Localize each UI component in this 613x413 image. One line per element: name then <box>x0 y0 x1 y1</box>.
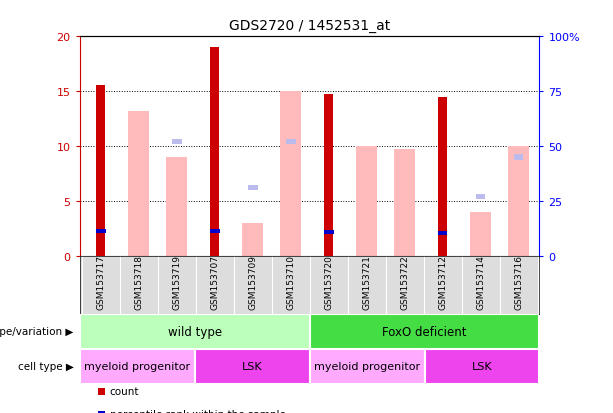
Text: myeloid progenitor: myeloid progenitor <box>314 361 420 372</box>
Bar <box>80 349 195 384</box>
Text: cell type ▶: cell type ▶ <box>18 361 74 372</box>
Text: FoxO deficient: FoxO deficient <box>383 325 466 338</box>
Bar <box>324 231 333 235</box>
Bar <box>96 85 105 256</box>
Text: count: count <box>110 387 139 396</box>
Bar <box>424 349 539 384</box>
Bar <box>96 230 105 234</box>
Bar <box>286 140 295 145</box>
Bar <box>172 140 181 145</box>
Bar <box>476 194 485 200</box>
Bar <box>80 314 310 349</box>
Bar <box>470 212 491 256</box>
Bar <box>210 48 219 256</box>
Text: LSK: LSK <box>471 361 492 372</box>
Bar <box>514 155 524 160</box>
Bar <box>356 147 377 256</box>
Bar <box>166 157 187 256</box>
Bar <box>210 229 219 233</box>
Bar <box>508 147 529 256</box>
Bar <box>438 232 447 235</box>
Text: LSK: LSK <box>242 361 262 372</box>
Bar <box>248 185 257 191</box>
Bar <box>438 97 447 256</box>
Bar <box>310 314 539 349</box>
Bar <box>394 150 415 256</box>
Bar <box>242 223 263 256</box>
Text: genotype/variation ▶: genotype/variation ▶ <box>0 326 74 337</box>
Text: myeloid progenitor: myeloid progenitor <box>84 361 190 372</box>
Text: wild type: wild type <box>167 325 222 338</box>
Title: GDS2720 / 1452531_at: GDS2720 / 1452531_at <box>229 19 390 33</box>
Bar <box>195 349 310 384</box>
Bar <box>324 95 333 256</box>
Bar <box>310 349 424 384</box>
Bar <box>280 92 301 256</box>
Text: percentile rank within the sample: percentile rank within the sample <box>110 409 286 413</box>
Bar <box>128 112 149 256</box>
